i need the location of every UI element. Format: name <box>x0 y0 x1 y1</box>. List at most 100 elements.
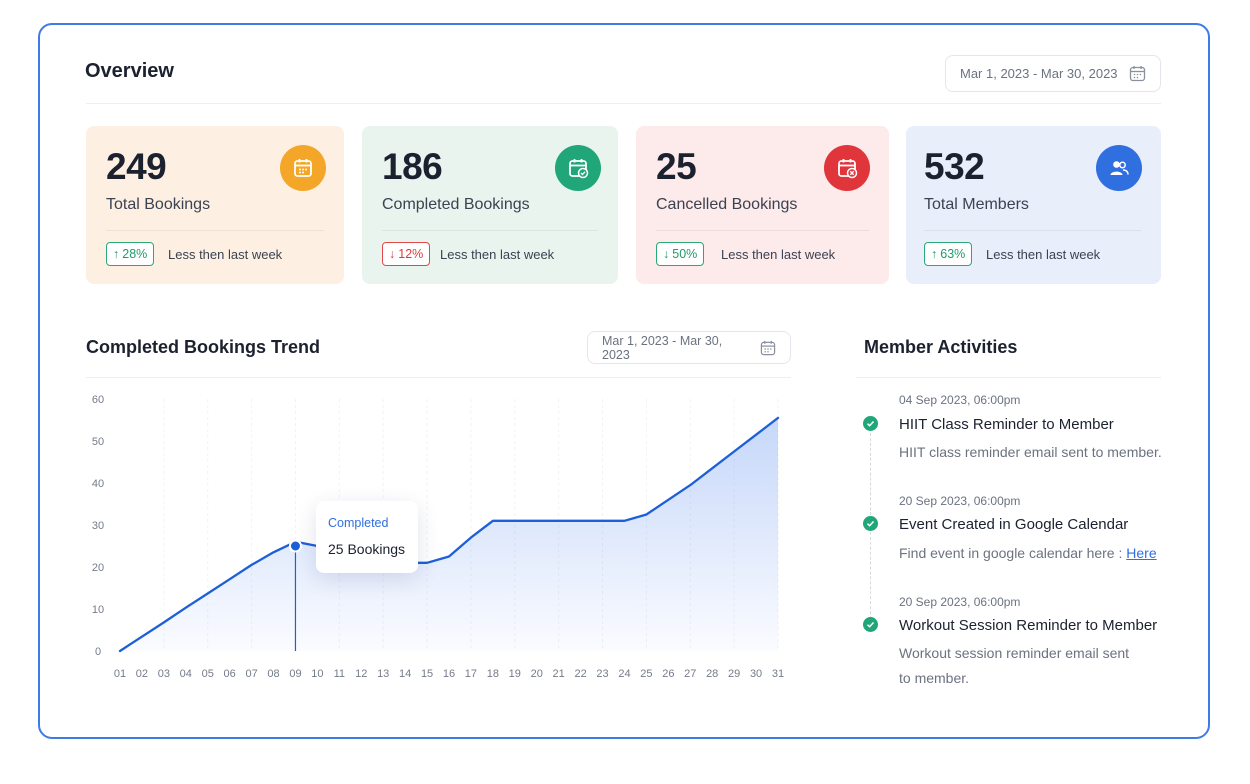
card-divider <box>924 230 1141 231</box>
calendar-icon <box>280 145 326 191</box>
x-tick-label: 21 <box>553 668 565 680</box>
x-tick-label: 11 <box>334 668 345 680</box>
x-tick-label: 20 <box>531 668 543 680</box>
card-divider <box>656 230 869 231</box>
y-tick-label: 20 <box>92 562 104 574</box>
stat-label: Total Members <box>924 196 1029 213</box>
change-percent: 50% <box>672 247 698 261</box>
x-tick-label: 12 <box>355 668 367 680</box>
stat-label: Cancelled Bookings <box>656 196 798 213</box>
y-tick-label: 60 <box>92 394 104 406</box>
stat-value: 25 <box>656 146 697 187</box>
header-divider <box>86 103 1161 104</box>
x-tick-label: 24 <box>618 668 630 680</box>
x-tick-label: 17 <box>465 668 477 680</box>
y-tick-label: 40 <box>92 478 104 490</box>
stat-card-total-bookings[interactable]: 249 Total Bookings ↑ 28% Less then last … <box>86 126 344 284</box>
change-badge: ↓ 12% <box>382 242 431 266</box>
calendar-check-icon <box>555 145 601 191</box>
calendar-icon <box>1129 65 1146 82</box>
check-circle-icon <box>863 416 878 431</box>
check-circle-icon <box>863 516 878 531</box>
stat-value: 249 <box>106 146 167 187</box>
card-divider <box>106 230 324 231</box>
stat-card-cancelled-bookings[interactable]: 25 Cancelled Bookings ↓ 50% Less then la… <box>636 126 889 284</box>
users-icon <box>1096 145 1142 191</box>
chart-tooltip: Completed 25 Bookings <box>316 501 418 573</box>
arrow-up-icon: ↑ <box>931 247 938 261</box>
card-divider <box>382 230 598 231</box>
activities-divider <box>856 377 1161 378</box>
x-tick-label: 18 <box>487 668 499 680</box>
series-area <box>120 417 778 651</box>
x-tick-label: 07 <box>245 668 257 680</box>
x-tick-label: 10 <box>311 668 323 680</box>
y-tick-label: 10 <box>92 604 104 616</box>
x-tick-label: 29 <box>728 668 740 680</box>
y-tick-label: 0 <box>95 646 101 658</box>
trend-title: Completed Bookings Trend <box>86 337 321 357</box>
change-note: Less then last week <box>168 247 283 262</box>
x-tick-label: 25 <box>640 668 652 680</box>
date-range-text: Mar 1, 2023 - Mar 30, 2023 <box>602 333 723 362</box>
activity-title: HIIT Class Reminder to Member <box>899 416 1114 433</box>
x-tick-label: 04 <box>180 668 192 680</box>
x-tick-label: 13 <box>377 668 389 680</box>
activity-time: 20 Sep 2023, 06:00pm <box>899 494 1021 508</box>
x-tick-label: 28 <box>706 668 718 680</box>
y-tick-label: 30 <box>92 520 104 532</box>
tooltip-value: 25 Bookings <box>328 541 406 557</box>
x-tick-label: 26 <box>662 668 674 680</box>
x-tick-label: 09 <box>289 668 301 680</box>
calendar-icon <box>760 340 776 356</box>
change-note: Less then last week <box>986 247 1101 262</box>
calendar-cancel-icon <box>824 145 870 191</box>
y-tick-label: 50 <box>92 436 104 448</box>
activity-title: Workout Session Reminder to Member <box>899 617 1158 634</box>
x-tick-label: 23 <box>596 668 608 680</box>
change-note: Less then last week <box>721 247 836 262</box>
stat-label: Total Bookings <box>106 196 211 213</box>
arrow-down-icon: ↓ <box>663 247 670 261</box>
page-title: Overview <box>85 60 174 82</box>
x-tick-label: 30 <box>750 668 762 680</box>
x-tick-label: 31 <box>772 668 784 680</box>
change-badge: ↑ 28% <box>106 242 155 266</box>
change-percent: 12% <box>398 247 424 261</box>
x-tick-label: 19 <box>509 668 521 680</box>
activity-desc: HIIT class reminder email sent to member… <box>899 444 1162 460</box>
x-tick-label: 22 <box>574 668 586 680</box>
trend-divider <box>86 377 791 378</box>
activity-time: 20 Sep 2023, 06:00pm <box>899 595 1021 609</box>
x-tick-label: 14 <box>399 668 411 680</box>
trend-date-range-picker[interactable]: Mar 1, 2023 - Mar 30, 2023 <box>587 331 791 364</box>
activity-desc-text: Find event in google calendar here : <box>899 545 1127 561</box>
date-range-text: Mar 1, 2023 - Mar 30, 2023 <box>960 66 1118 81</box>
highlight-point <box>288 539 302 553</box>
trend-chart[interactable]: 0 10 20 30 40 50 60 01 02 03 04 05 06 07 08 09 10 11 12 13 1… <box>86 385 796 685</box>
tooltip-label: Completed <box>328 516 389 530</box>
overview-date-range-picker[interactable]: Mar 1, 2023 - Mar 30, 2023 <box>945 55 1161 92</box>
stat-card-total-members[interactable]: 532 Total Members ↑ 63% Less then last w… <box>906 126 1161 284</box>
x-tick-label: 05 <box>202 668 214 680</box>
x-tick-label: 08 <box>267 668 279 680</box>
activity-desc: Workout session reminder email sent <box>899 645 1130 661</box>
change-badge: ↓ 50% <box>656 242 705 266</box>
change-note: Less then last week <box>440 247 555 262</box>
x-tick-label: 01 <box>114 668 126 680</box>
stat-value: 186 <box>382 146 443 187</box>
stat-label: Completed Bookings <box>382 196 530 213</box>
stat-card-completed-bookings[interactable]: 186 Completed Bookings ↓ 12% Less then l… <box>362 126 618 284</box>
x-tick-label: 15 <box>421 668 433 680</box>
x-tick-label: 27 <box>684 668 696 680</box>
activity-desc-continued: to member. <box>899 670 970 686</box>
activity-title: Event Created in Google Calendar <box>899 516 1129 533</box>
check-circle-icon <box>863 617 878 632</box>
x-tick-label: 03 <box>158 668 170 680</box>
arrow-down-icon: ↓ <box>389 247 396 261</box>
activities-title: Member Activities <box>864 337 1018 357</box>
activity-time: 04 Sep 2023, 06:00pm <box>899 393 1021 407</box>
google-calendar-link[interactable]: Here <box>1126 545 1157 561</box>
series-line <box>118 416 780 653</box>
x-tick-label: 16 <box>443 668 455 680</box>
